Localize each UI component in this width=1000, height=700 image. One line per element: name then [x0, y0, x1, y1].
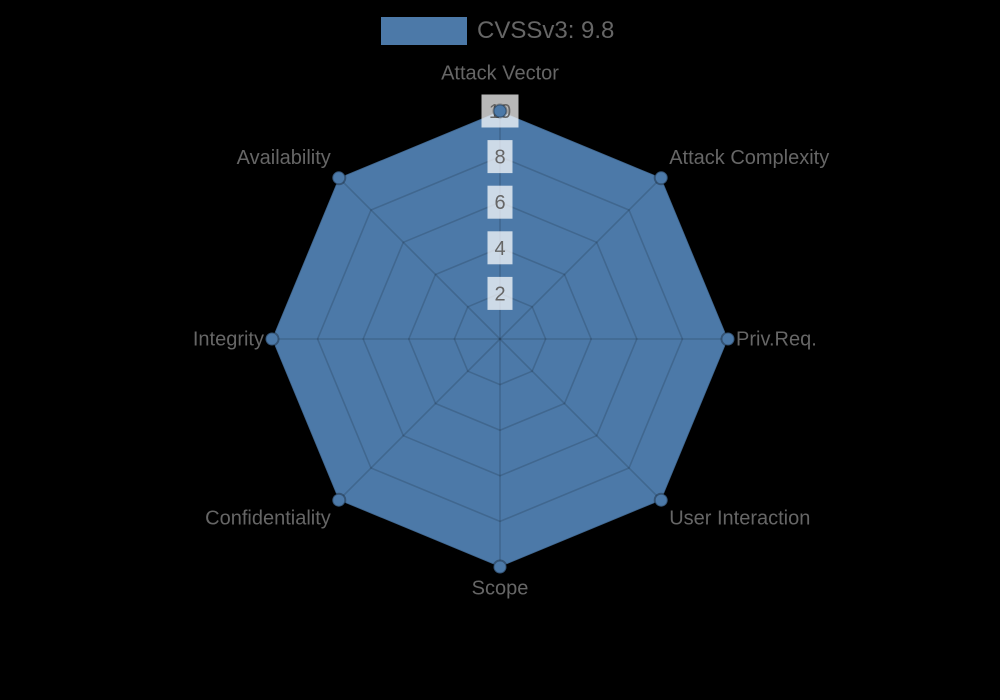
- axis-label-attack-complexity: Attack Complexity: [669, 147, 829, 169]
- axis-label-scope: Scope: [472, 577, 529, 599]
- data-point: [492, 559, 508, 575]
- tick-label: 2: [494, 283, 505, 305]
- axis-label-attack-vector: Attack Vector: [441, 62, 559, 84]
- legend-item-label[interactable]: CVSSv3: 9.8: [477, 17, 615, 44]
- legend: CVSSv3: 9.8: [381, 17, 614, 45]
- grid-spoke: [338, 338, 501, 501]
- data-point: [264, 331, 280, 347]
- legend-swatch[interactable]: [381, 17, 467, 45]
- axis-label-priv-req: Priv.Req.: [736, 328, 817, 350]
- grid-spoke: [499, 177, 662, 340]
- axis-label-confidentiality: Confidentiality: [205, 507, 331, 529]
- tick-label: 8: [494, 147, 505, 169]
- grid-ring: [362, 201, 638, 477]
- tick-label: 4: [494, 238, 505, 260]
- data-point: [331, 170, 347, 186]
- data-point: [653, 492, 669, 508]
- tick-backdrop: [487, 185, 513, 219]
- data-point: [720, 331, 736, 347]
- data-point: [492, 103, 508, 119]
- radar-series-fill: [272, 111, 728, 567]
- axis-label-availability: Availability: [237, 147, 331, 169]
- tick-backdrop: [487, 231, 513, 265]
- grid-ring: [316, 155, 684, 523]
- grid-spoke: [338, 177, 501, 340]
- tick-backdrop: [487, 140, 513, 174]
- axis-label-integrity: Integrity: [193, 328, 264, 350]
- data-point: [331, 492, 347, 508]
- tick-backdrop: [487, 276, 513, 310]
- data-point: [653, 170, 669, 186]
- grid-ring: [407, 246, 593, 432]
- axis-label-user-interaction: User Interaction: [669, 507, 810, 529]
- grid-ring: [453, 292, 547, 386]
- tick-label: 6: [494, 192, 505, 214]
- grid-spoke: [499, 338, 662, 501]
